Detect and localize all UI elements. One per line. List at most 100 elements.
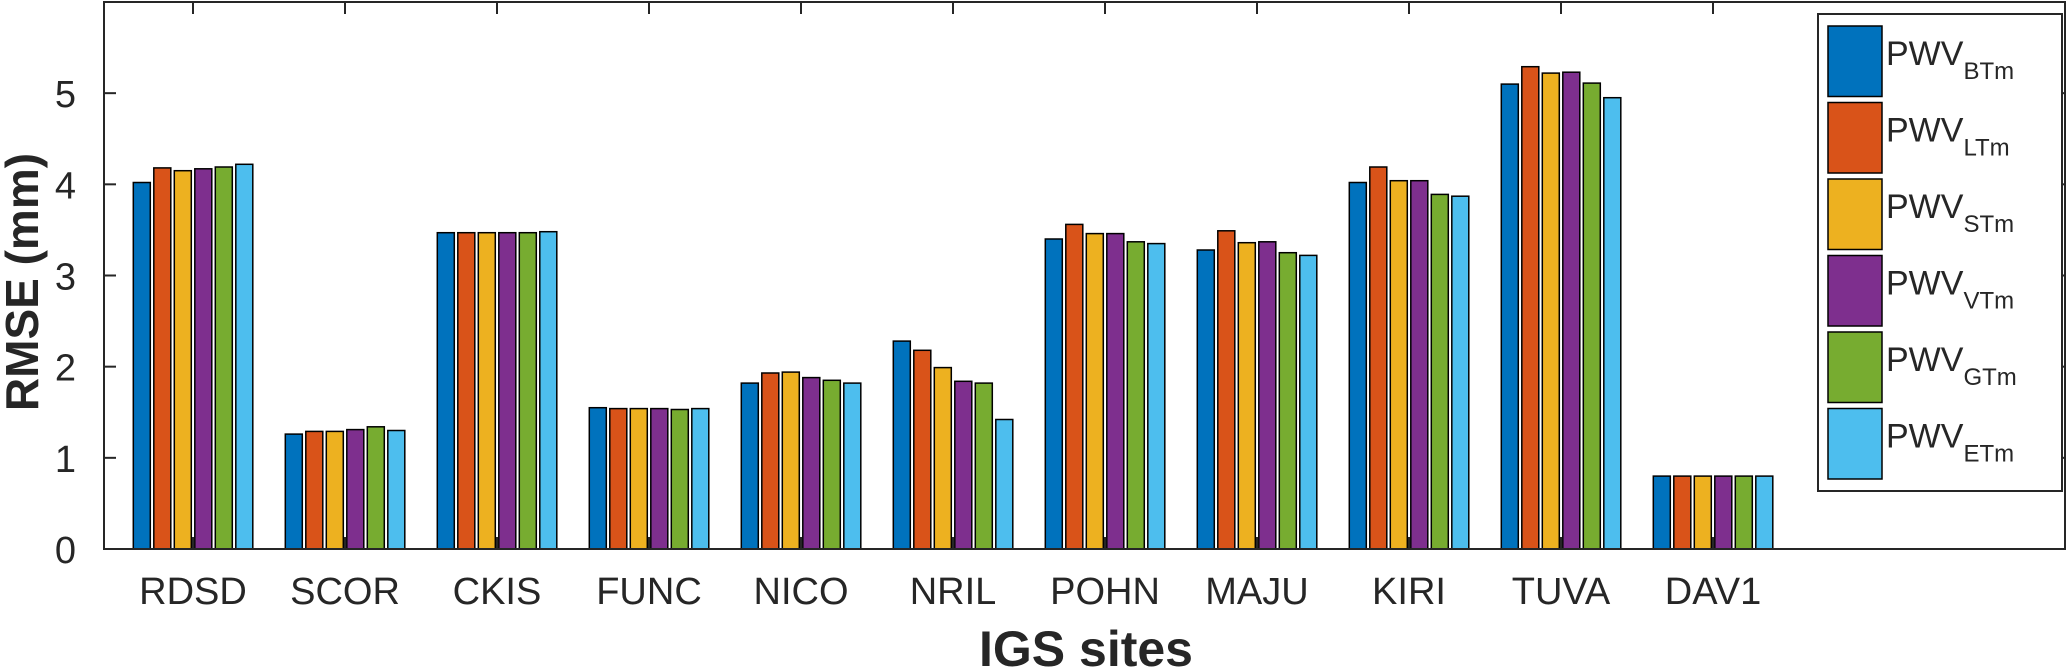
bar-btm-func: [588, 406, 608, 550]
y-tick-label: 4: [55, 165, 76, 207]
y-axis-label: RMSE (mm): [0, 153, 48, 411]
bar-btm-rdsd: [132, 181, 152, 550]
bar-ltm-rdsd: [153, 167, 172, 550]
bar-stm-scor: [325, 430, 345, 550]
bar-btm-pohn: [1044, 238, 1064, 550]
bar-vtm-ckis: [498, 231, 517, 550]
x-tick-label: TUVA: [1512, 571, 1611, 613]
legend-swatch-stm: [1827, 178, 1883, 251]
bar-gtm-pohn: [1126, 241, 1146, 550]
bar-vtm-scor: [346, 428, 365, 550]
bar-etm-func: [691, 407, 710, 550]
bar-etm-pohn: [1147, 242, 1166, 550]
bar-btm-dav1: [1652, 475, 1672, 550]
y-tick-label: 5: [55, 74, 76, 116]
bar-ltm-pohn: [1065, 223, 1084, 550]
bar-etm-scor: [387, 429, 406, 550]
x-tick-label: FUNC: [596, 571, 702, 613]
legend-swatch-gtm: [1827, 331, 1883, 404]
x-tick-label: NICO: [754, 571, 849, 613]
y-axis: 0 1 2 3 4 5: [55, 74, 2065, 572]
bar-etm-kiri: [1451, 195, 1470, 550]
bar-btm-nril: [892, 340, 912, 550]
bar-btm-nico: [740, 382, 760, 550]
bar-stm-func: [629, 407, 649, 550]
legend-swatch-ltm: [1827, 101, 1883, 174]
legend-label-vtm: PWVVTm: [1886, 265, 2014, 315]
bar-gtm-tuva: [1582, 82, 1602, 550]
bar-ltm-ckis: [457, 231, 476, 550]
y-tick-label: 0: [55, 530, 76, 572]
x-axis-label: IGS sites: [979, 621, 1193, 669]
bar-gtm-func: [670, 408, 690, 550]
x-tick-label: POHN: [1050, 571, 1160, 613]
legend: PWVBTm PWVLTm PWVSTm PWVVTm PWVGTm PWVETm: [1817, 13, 2063, 492]
x-tick-label: NRIL: [910, 571, 997, 613]
y-tick-label: 1: [55, 439, 76, 481]
bar-ltm-scor: [305, 430, 324, 550]
legend-label-ltm: PWVLTm: [1886, 112, 2010, 162]
bars-layer: [132, 65, 1774, 550]
bar-etm-nril: [995, 418, 1014, 550]
bar-gtm-rdsd: [214, 166, 234, 550]
bar-btm-scor: [284, 433, 304, 550]
bar-etm-rdsd: [235, 163, 254, 550]
bar-gtm-scor: [366, 426, 386, 550]
bar-etm-nico: [843, 382, 862, 550]
bar-gtm-nico: [822, 379, 842, 550]
bar-gtm-maju: [1278, 251, 1298, 550]
bar-stm-maju: [1237, 241, 1257, 550]
bar-ltm-tuva: [1521, 65, 1540, 550]
bar-stm-tuva: [1541, 72, 1561, 550]
x-tick-label: KIRI: [1372, 571, 1446, 613]
y-tick-label: 3: [55, 257, 76, 299]
bar-etm-ckis: [539, 230, 558, 550]
bar-stm-dav1: [1693, 475, 1713, 550]
bar-btm-tuva: [1500, 83, 1520, 550]
bar-btm-maju: [1196, 249, 1216, 550]
bar-gtm-nril: [974, 382, 994, 550]
bar-ltm-dav1: [1673, 475, 1692, 550]
y-tick-label: 2: [55, 348, 76, 390]
bar-stm-kiri: [1389, 179, 1409, 550]
bar-ltm-nril: [913, 349, 932, 550]
bar-ltm-func: [609, 407, 628, 550]
bar-vtm-kiri: [1410, 179, 1429, 550]
legend-swatch-btm: [1827, 25, 1883, 98]
bar-vtm-nico: [802, 376, 821, 550]
bar-ltm-maju: [1217, 230, 1236, 550]
bar-vtm-pohn: [1106, 232, 1125, 550]
bar-gtm-dav1: [1734, 475, 1754, 550]
x-tick-label: SCOR: [290, 571, 400, 613]
bar-stm-nril: [933, 366, 953, 550]
legend-label-btm: PWVBTm: [1886, 35, 2014, 85]
bar-gtm-ckis: [518, 231, 538, 550]
bar-vtm-tuva: [1562, 71, 1581, 550]
bar-ltm-nico: [761, 372, 780, 550]
bar-stm-rdsd: [173, 169, 193, 550]
bar-stm-ckis: [477, 231, 497, 550]
legend-swatch-etm: [1827, 407, 1883, 480]
bar-etm-dav1: [1755, 475, 1774, 550]
x-tick-label: CKIS: [453, 571, 542, 613]
bar-btm-ckis: [436, 231, 456, 550]
bar-vtm-dav1: [1714, 475, 1733, 550]
x-axis: RDSD SCOR CKIS FUNC NICO NRIL POHN MAJU KIRI TUVA…: [139, 2, 1761, 613]
bar-etm-maju: [1299, 254, 1318, 550]
legend-swatch-vtm: [1827, 254, 1883, 327]
x-tick-label: RDSD: [139, 571, 247, 613]
x-tick-label: MAJU: [1205, 571, 1308, 613]
bar-ltm-kiri: [1369, 166, 1388, 550]
bar-gtm-kiri: [1430, 193, 1450, 550]
bar-vtm-func: [650, 407, 669, 550]
legend-label-etm: PWVETm: [1886, 418, 2014, 468]
legend-label-gtm: PWVGTm: [1886, 341, 2017, 391]
bar-vtm-rdsd: [194, 168, 213, 550]
bar-stm-pohn: [1085, 232, 1105, 550]
x-tick-label: DAV1: [1665, 571, 1761, 613]
bar-vtm-nril: [954, 380, 973, 550]
legend-label-stm: PWVSTm: [1886, 188, 2014, 238]
bar-btm-kiri: [1348, 181, 1368, 550]
bar-etm-tuva: [1603, 96, 1622, 550]
